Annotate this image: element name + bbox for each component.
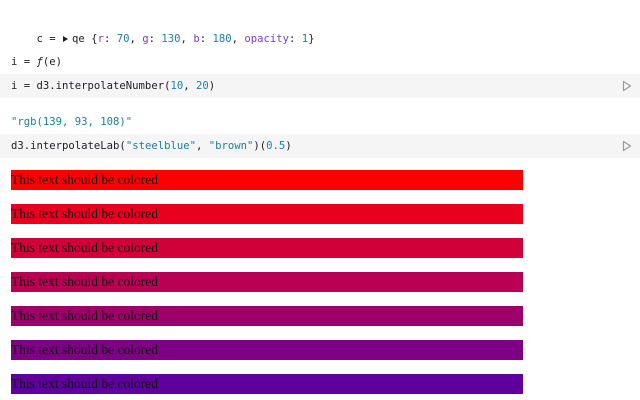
expand-toggle[interactable]: [63, 36, 69, 42]
code-cell[interactable]: [0, 74, 640, 98]
code: 1: [301, 33, 309, 45]
code: g: [142, 33, 149, 45]
colored-text-bar: This text should be colored: [11, 340, 523, 360]
code: 0.5: [266, 140, 286, 152]
colored-text-bar: This text should be colored: [11, 170, 523, 190]
code-cell[interactable]: [0, 134, 640, 158]
code-input: d3.interpolateLab("steelblue", "brown")(…: [11, 139, 292, 153]
code: r: [97, 33, 104, 45]
code: ,: [129, 33, 143, 45]
colored-text-bar: This text should be colored: [11, 204, 523, 224]
code: "brown": [208, 140, 254, 152]
code: qe: [72, 33, 85, 45]
code-input: i = d3.interpolateNumber(10, 20): [11, 79, 215, 93]
colored-text-bar: This text should be colored: [11, 272, 523, 292]
code: :: [289, 33, 302, 45]
code: ,: [180, 33, 194, 45]
code: :: [148, 33, 162, 45]
code: :: [199, 33, 213, 45]
colored-text-bar: This text should be colored: [11, 306, 523, 326]
code: ,: [231, 33, 245, 45]
cell-output: "rgb(139, 93, 108)": [11, 115, 132, 129]
code: i =: [11, 56, 37, 68]
code: {: [84, 33, 98, 45]
code: ): [208, 80, 216, 92]
run-button[interactable]: [622, 140, 632, 152]
cell-output: i = ƒ(e): [11, 55, 62, 69]
code: opacity: [244, 33, 290, 45]
code: ƒ: [36, 56, 43, 68]
code: ,: [195, 140, 209, 152]
code: b: [193, 33, 200, 45]
code: 180: [212, 33, 232, 45]
cell-output: c = qe {r: 70, g: 130, b: 180, opacity: …: [11, 18, 315, 60]
code: "rgb(139, 93, 108)": [11, 116, 133, 128]
code: c =: [36, 33, 63, 45]
code: ): [285, 140, 292, 152]
code: )(: [253, 140, 267, 152]
code: 20: [195, 80, 209, 92]
code: 130: [161, 33, 181, 45]
colored-text-bar: This text should be colored: [11, 374, 523, 394]
code: :: [103, 33, 117, 45]
code: i = d3.interpolateNumber(: [11, 80, 171, 92]
code: }: [308, 33, 315, 45]
code: "steelblue": [125, 140, 196, 152]
colored-text-bar: This text should be colored: [11, 238, 523, 258]
code: 70: [116, 33, 130, 45]
code: ,: [183, 80, 196, 92]
code: d3.interpolateLab(: [11, 140, 126, 152]
run-button[interactable]: [622, 80, 632, 92]
code: 10: [170, 80, 184, 92]
code: (e): [42, 56, 63, 68]
